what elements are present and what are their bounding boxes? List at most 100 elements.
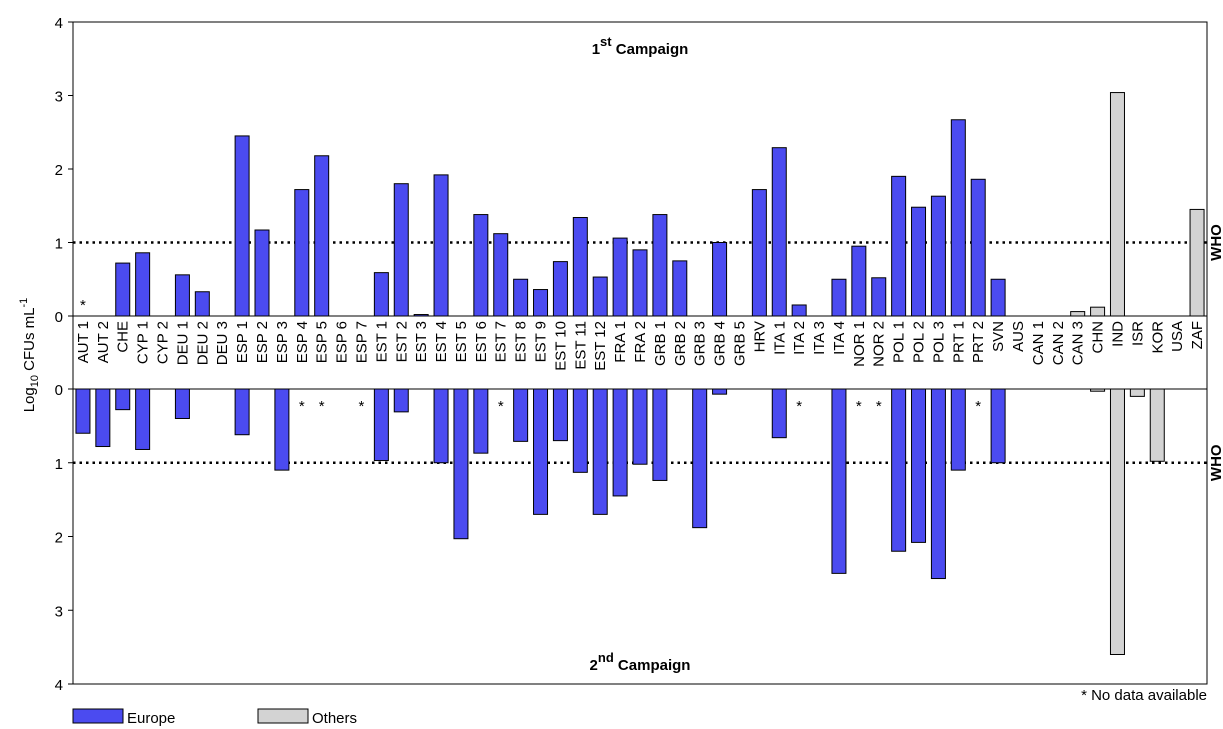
bar <box>871 277 887 317</box>
x-tick-label: ISR <box>1129 321 1146 346</box>
bar <box>572 388 588 473</box>
bar <box>552 388 568 442</box>
bar <box>533 289 549 317</box>
bar <box>950 119 966 317</box>
no-data-marker: * <box>359 398 365 415</box>
bar <box>1090 388 1106 392</box>
x-tick-label: POL 1 <box>891 321 908 363</box>
no-data-marker: * <box>975 398 981 415</box>
x-tick-label: SVN <box>990 321 1007 352</box>
x-tick-label: GRB 2 <box>672 321 689 366</box>
x-tick-label: AUT 2 <box>95 321 112 363</box>
x-tick-label: EST 8 <box>513 321 530 362</box>
plot-frame <box>72 21 1208 685</box>
x-tick-label: PRT 1 <box>950 321 967 363</box>
x-tick-label: CYP 1 <box>135 321 152 364</box>
bar <box>533 388 549 515</box>
bar <box>791 304 807 317</box>
no-data-marker: * <box>299 398 305 415</box>
x-tick-label: HRV <box>751 321 768 352</box>
panel-title: 1st Campaign <box>592 34 689 58</box>
bar <box>930 195 946 317</box>
x-tick-label: GRB 1 <box>652 321 669 366</box>
x-tick-label: ESP 6 <box>334 321 351 363</box>
bar <box>1109 388 1125 655</box>
x-tick-label: FRA 2 <box>632 321 649 363</box>
bar <box>970 178 986 317</box>
y-tick-label: 3 <box>55 603 63 620</box>
x-tick-label: ITA 4 <box>831 321 848 355</box>
x-tick-label: POL 3 <box>930 321 947 363</box>
y-tick-label: 3 <box>55 89 63 106</box>
x-tick-label: ESP 1 <box>234 321 251 363</box>
x-tick-label: POL 2 <box>911 321 928 363</box>
no-data-marker: * <box>319 398 325 415</box>
bar <box>234 388 250 436</box>
reference-label: WHO <box>1208 444 1223 481</box>
y-tick-label: 0 <box>55 309 63 326</box>
x-tick-label: ITA 3 <box>811 321 828 355</box>
x-tick-label: AUT 1 <box>75 321 92 363</box>
bar <box>493 233 509 317</box>
bar <box>672 260 688 317</box>
bar <box>592 276 608 317</box>
bar <box>473 214 489 317</box>
panel-title: 2nd Campaign <box>590 650 691 674</box>
x-tick-label: GRB 3 <box>692 321 709 366</box>
x-tick-label: AUS <box>1010 321 1027 352</box>
bar <box>612 237 628 317</box>
x-tick-label: NOR 1 <box>851 321 868 367</box>
bar <box>95 388 111 448</box>
bar <box>771 388 787 439</box>
no-data-marker: * <box>796 398 802 415</box>
bar <box>572 217 588 317</box>
x-tick-label: EST 10 <box>552 321 569 371</box>
bar <box>393 183 409 317</box>
bar <box>174 388 190 419</box>
bar <box>771 147 787 317</box>
bar <box>135 388 151 450</box>
bar <box>1090 306 1106 317</box>
x-tick-label: PRT 2 <box>970 321 987 363</box>
bar <box>234 135 250 317</box>
x-tick-label: CAN 1 <box>1030 321 1047 365</box>
bar <box>552 261 568 317</box>
x-tick-label: EST 7 <box>493 321 510 362</box>
x-tick-label: EST 1 <box>373 321 390 362</box>
bar <box>990 388 1006 464</box>
x-tick-label: ITA 1 <box>771 321 788 355</box>
footnote: * No data available <box>1081 687 1207 704</box>
y-tick-label: 1 <box>55 236 63 253</box>
y-tick-label: 2 <box>55 530 63 547</box>
bar <box>513 278 529 317</box>
bar <box>612 388 628 497</box>
x-tick-label: EST 4 <box>433 321 450 362</box>
bar <box>712 388 728 395</box>
bar <box>174 274 190 317</box>
x-tick-label: ESP 7 <box>353 321 370 363</box>
bar <box>831 278 847 317</box>
x-tick-label: ESP 3 <box>274 321 291 363</box>
legend-swatch <box>257 708 309 724</box>
bar <box>1149 388 1165 462</box>
bar <box>891 175 907 317</box>
x-tick-label: ZAF <box>1189 321 1206 349</box>
bar <box>194 291 210 317</box>
bar <box>314 155 330 317</box>
x-tick-label: EST 6 <box>473 321 490 362</box>
x-tick-label: EST 5 <box>453 321 470 362</box>
legend-label: Others <box>312 710 357 727</box>
bar <box>433 174 449 317</box>
x-tick-label: CHE <box>115 321 132 353</box>
bar <box>1189 208 1205 317</box>
no-data-marker: * <box>498 398 504 415</box>
bar <box>712 242 728 317</box>
bar <box>473 388 489 454</box>
bar <box>891 388 907 552</box>
bar <box>911 388 927 543</box>
x-tick-label: CYP 2 <box>155 321 172 364</box>
x-tick-label: EST 2 <box>393 321 410 362</box>
bar <box>453 388 469 540</box>
bar <box>950 388 966 471</box>
